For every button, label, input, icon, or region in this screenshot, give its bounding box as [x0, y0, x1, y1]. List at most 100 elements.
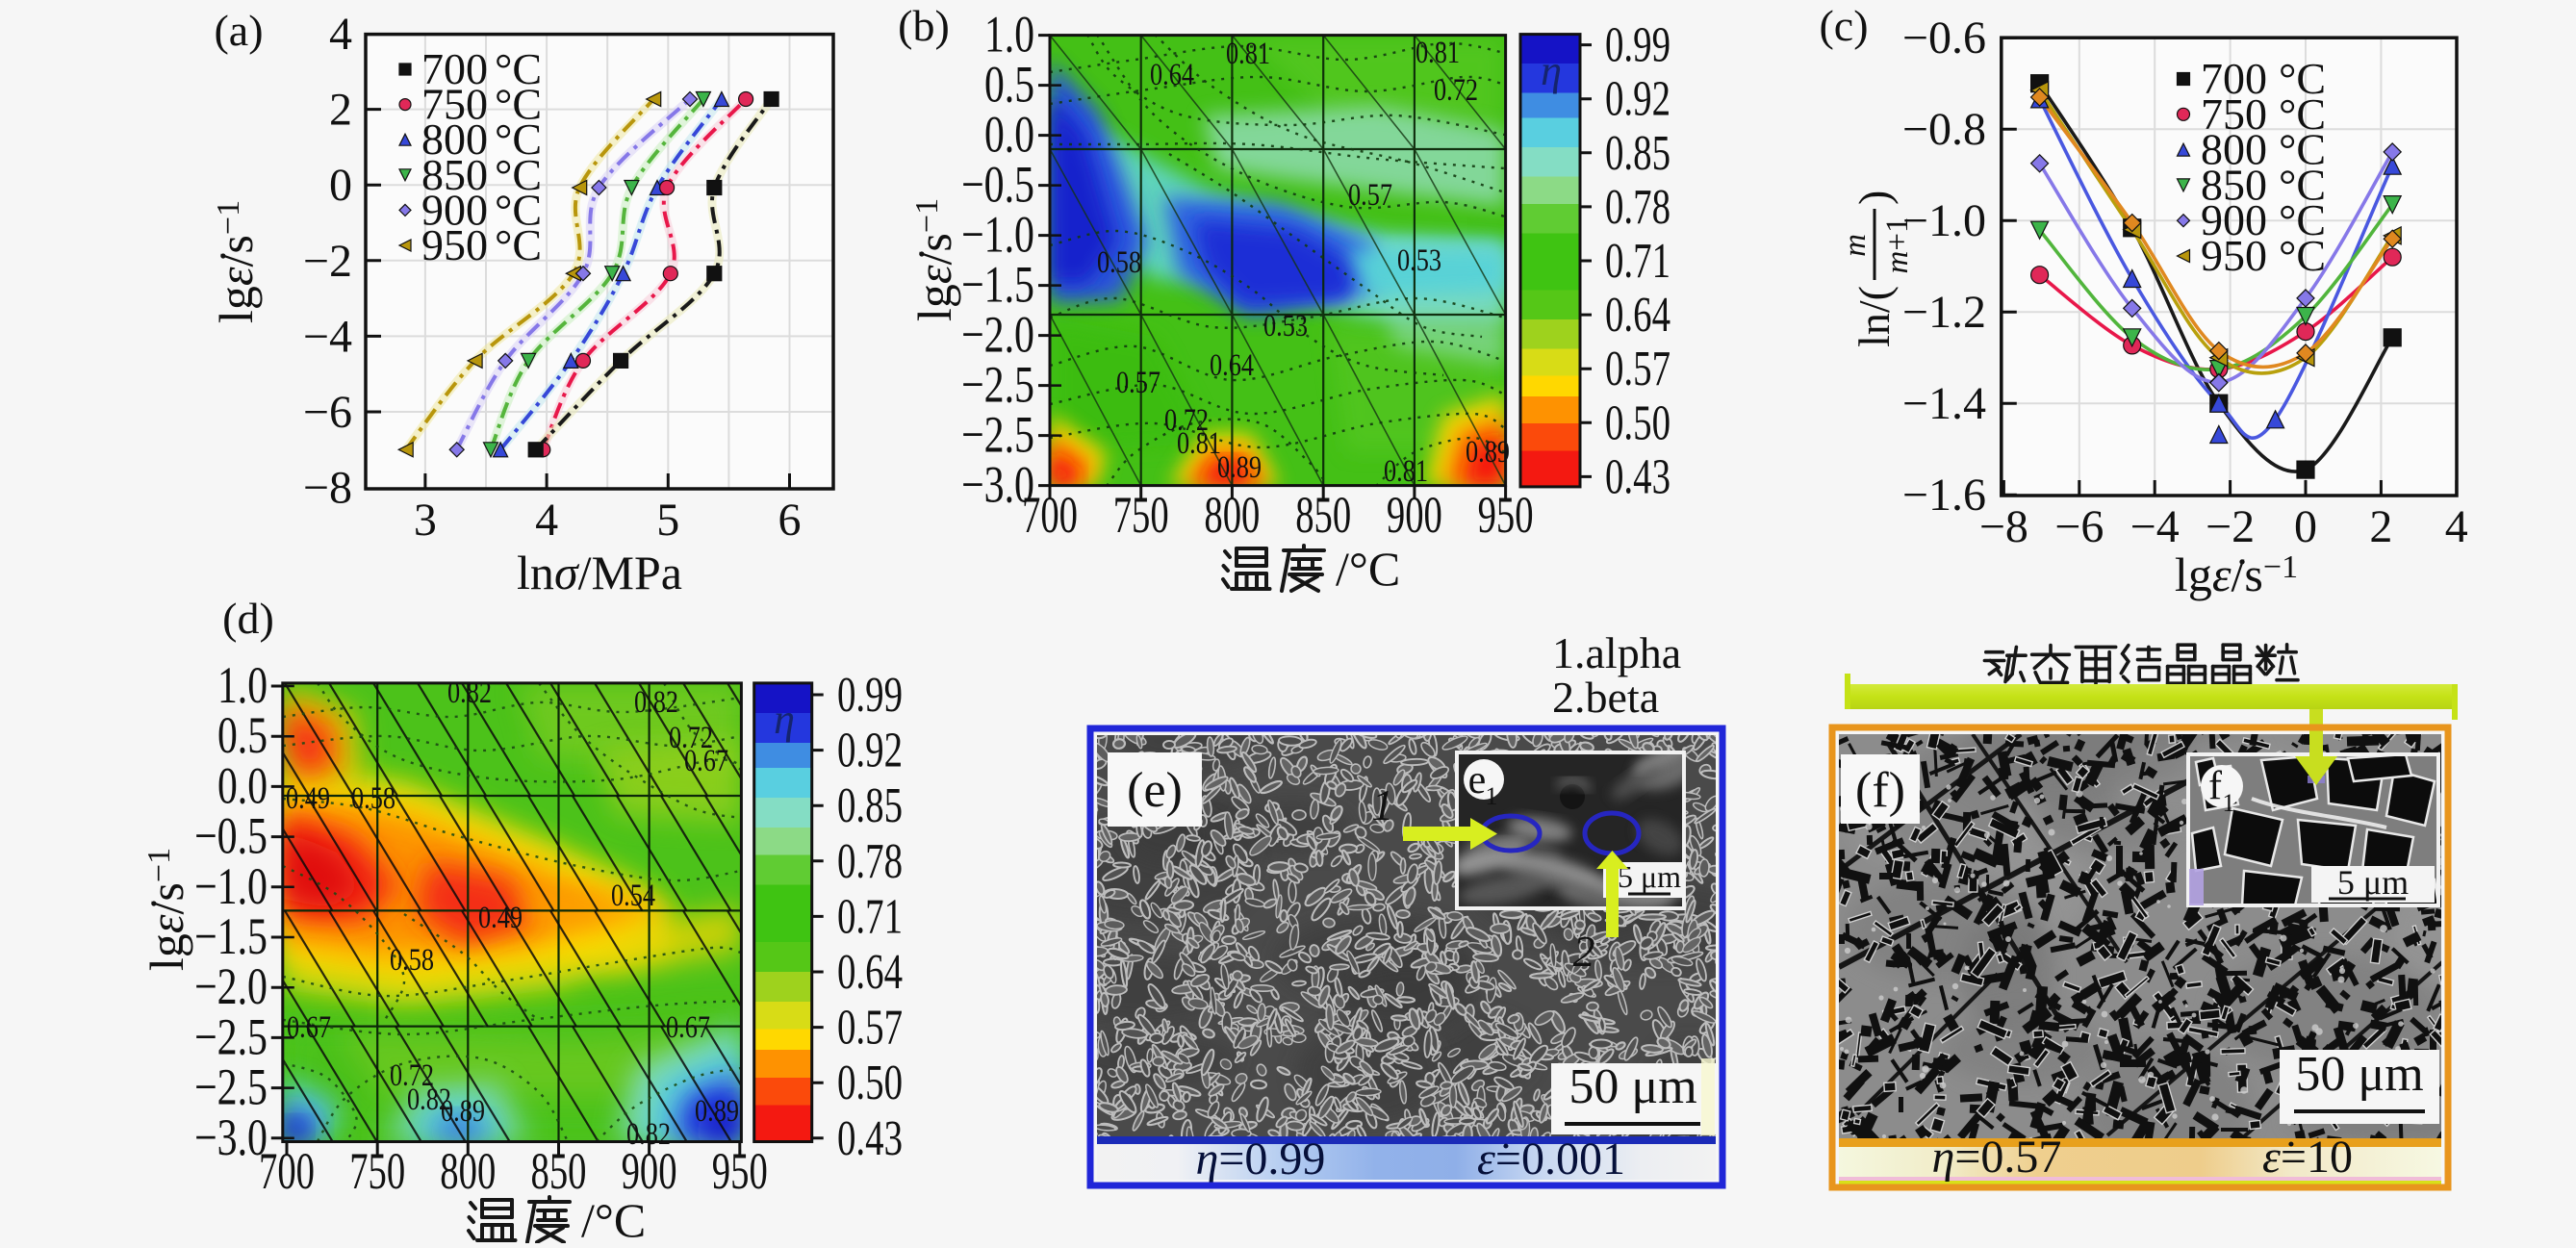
svg-text:0.89: 0.89: [441, 1094, 485, 1129]
svg-text:e: e: [1468, 758, 1487, 802]
svg-text:−1.4: −1.4: [1902, 378, 1986, 429]
svg-text:−2.5: −2.5: [961, 356, 1034, 414]
svg-text:0.81: 0.81: [1416, 36, 1460, 70]
svg-text:2: 2: [2369, 501, 2392, 552]
svg-text:0.81: 0.81: [1177, 426, 1221, 461]
svg-text:0.92: 0.92: [837, 724, 903, 778]
svg-text:0.78: 0.78: [837, 834, 903, 889]
svg-text:700: 700: [259, 1142, 315, 1200]
svg-text:−2.0: −2.0: [194, 957, 268, 1015]
svg-text:850: 850: [1295, 486, 1351, 544]
svg-text:750: 750: [349, 1142, 405, 1200]
svg-text:0.89: 0.89: [1217, 450, 1262, 485]
svg-text:°C: °C: [2279, 195, 2326, 244]
svg-text:0.82: 0.82: [407, 1082, 451, 1117]
svg-text:−8: −8: [303, 463, 352, 514]
svg-text:−0.5: −0.5: [194, 807, 268, 865]
svg-text:−2: −2: [2206, 501, 2255, 552]
svg-text:−1.0: −1.0: [194, 857, 268, 915]
svg-text:850: 850: [531, 1142, 587, 1200]
svg-text:−2.5: −2.5: [961, 406, 1034, 464]
svg-text:η=0.99: η=0.99: [1196, 1133, 1326, 1184]
svg-text:850: 850: [2201, 160, 2267, 209]
svg-text:−1.6: −1.6: [1902, 470, 1986, 521]
svg-text:−8: −8: [1979, 501, 2028, 552]
svg-text:0.72: 0.72: [390, 1058, 434, 1093]
svg-text:2: 2: [1573, 927, 1595, 976]
svg-text:°C: °C: [2279, 160, 2326, 209]
svg-text:0.64: 0.64: [837, 945, 903, 1000]
svg-text:900: 900: [421, 185, 488, 234]
svg-text:4: 4: [329, 9, 352, 60]
svg-text:°C: °C: [2279, 231, 2326, 280]
svg-text:4: 4: [2445, 501, 2468, 552]
svg-text:5: 5: [656, 495, 679, 546]
svg-text:950: 950: [2201, 231, 2267, 280]
svg-text:1: 1: [1486, 782, 1498, 810]
svg-text:0.5: 0.5: [984, 56, 1034, 114]
svg-text:(a): (a): [214, 6, 263, 55]
svg-text:°C: °C: [495, 44, 542, 93]
svg-text:0.71: 0.71: [837, 889, 903, 944]
svg-text:−2: −2: [303, 236, 352, 287]
svg-text:0.0: 0.0: [217, 756, 268, 814]
svg-text:0.49: 0.49: [478, 901, 523, 935]
svg-text:900: 900: [2201, 195, 2267, 244]
svg-text:°C: °C: [495, 150, 542, 199]
svg-text:(c): (c): [1819, 1, 1868, 50]
svg-text:lnσ/MPa: lnσ/MPa: [517, 546, 682, 599]
svg-text:0.82: 0.82: [634, 685, 678, 720]
svg-text:0.57: 0.57: [1116, 366, 1160, 400]
svg-text:−4: −4: [303, 311, 352, 362]
svg-text:750: 750: [421, 80, 488, 129]
svg-text:(e): (e): [1127, 763, 1183, 818]
svg-text:η: η: [774, 696, 795, 743]
svg-text:0.64: 0.64: [1150, 58, 1194, 92]
svg-text:2: 2: [329, 85, 352, 136]
svg-text:0.81: 0.81: [1226, 37, 1270, 71]
svg-text:lgε̇/s−1: lgε̇/s−1: [140, 848, 193, 971]
svg-text:900: 900: [1387, 486, 1442, 544]
svg-text:−1.0: −1.0: [961, 206, 1034, 264]
svg-text:lgε̇/s−1: lgε̇/s−1: [907, 198, 961, 321]
svg-text:−6: −6: [2054, 501, 2104, 552]
svg-text:750: 750: [1113, 486, 1169, 544]
svg-text:0.92: 0.92: [1605, 72, 1671, 127]
svg-text:°C: °C: [495, 115, 542, 164]
svg-text:lgε̇/s−1: lgε̇/s−1: [209, 200, 263, 323]
svg-text:0.81: 0.81: [1384, 454, 1428, 489]
svg-text:50 μm: 50 μm: [2295, 1047, 2423, 1102]
svg-text:0.85: 0.85: [837, 778, 903, 833]
svg-text:1.0: 1.0: [984, 6, 1034, 64]
svg-text:0.57: 0.57: [1348, 178, 1392, 213]
svg-text:0.0: 0.0: [984, 106, 1034, 164]
svg-text:950: 950: [421, 220, 488, 269]
svg-text:ε̇=10: ε̇=10: [2262, 1132, 2353, 1183]
svg-text:(f): (f): [1855, 763, 1905, 818]
svg-text:6: 6: [778, 495, 802, 546]
svg-text:900: 900: [622, 1142, 677, 1200]
svg-text:0.49: 0.49: [286, 781, 330, 816]
svg-text:5 μm: 5 μm: [2337, 863, 2409, 902]
svg-text:800: 800: [421, 115, 488, 164]
svg-text:−3.0: −3.0: [194, 1108, 268, 1166]
svg-text:0.67: 0.67: [684, 744, 728, 778]
svg-text:−0.8: −0.8: [1902, 104, 1986, 155]
svg-text:0.85: 0.85: [1605, 126, 1671, 181]
svg-text:0.67: 0.67: [666, 1010, 710, 1045]
svg-text:0.67: 0.67: [287, 1010, 331, 1045]
svg-text:0.89: 0.89: [695, 1094, 739, 1129]
svg-text:0.99: 0.99: [1605, 18, 1671, 73]
svg-text:0: 0: [329, 160, 352, 211]
svg-text:−1.2: −1.2: [1902, 287, 1986, 338]
svg-text:3: 3: [414, 495, 437, 546]
svg-text:950: 950: [1478, 486, 1534, 544]
svg-text:ε̇=0.001: ε̇=0.001: [1477, 1133, 1625, 1184]
svg-text:−0.6: −0.6: [1902, 13, 1986, 64]
svg-text:0.50: 0.50: [1605, 395, 1671, 450]
svg-text:0.43: 0.43: [837, 1111, 903, 1166]
svg-text:°C: °C: [2279, 125, 2326, 174]
svg-text:0.72: 0.72: [1164, 403, 1209, 438]
svg-text:°C: °C: [495, 185, 542, 234]
svg-text:−3.0: −3.0: [961, 456, 1034, 514]
